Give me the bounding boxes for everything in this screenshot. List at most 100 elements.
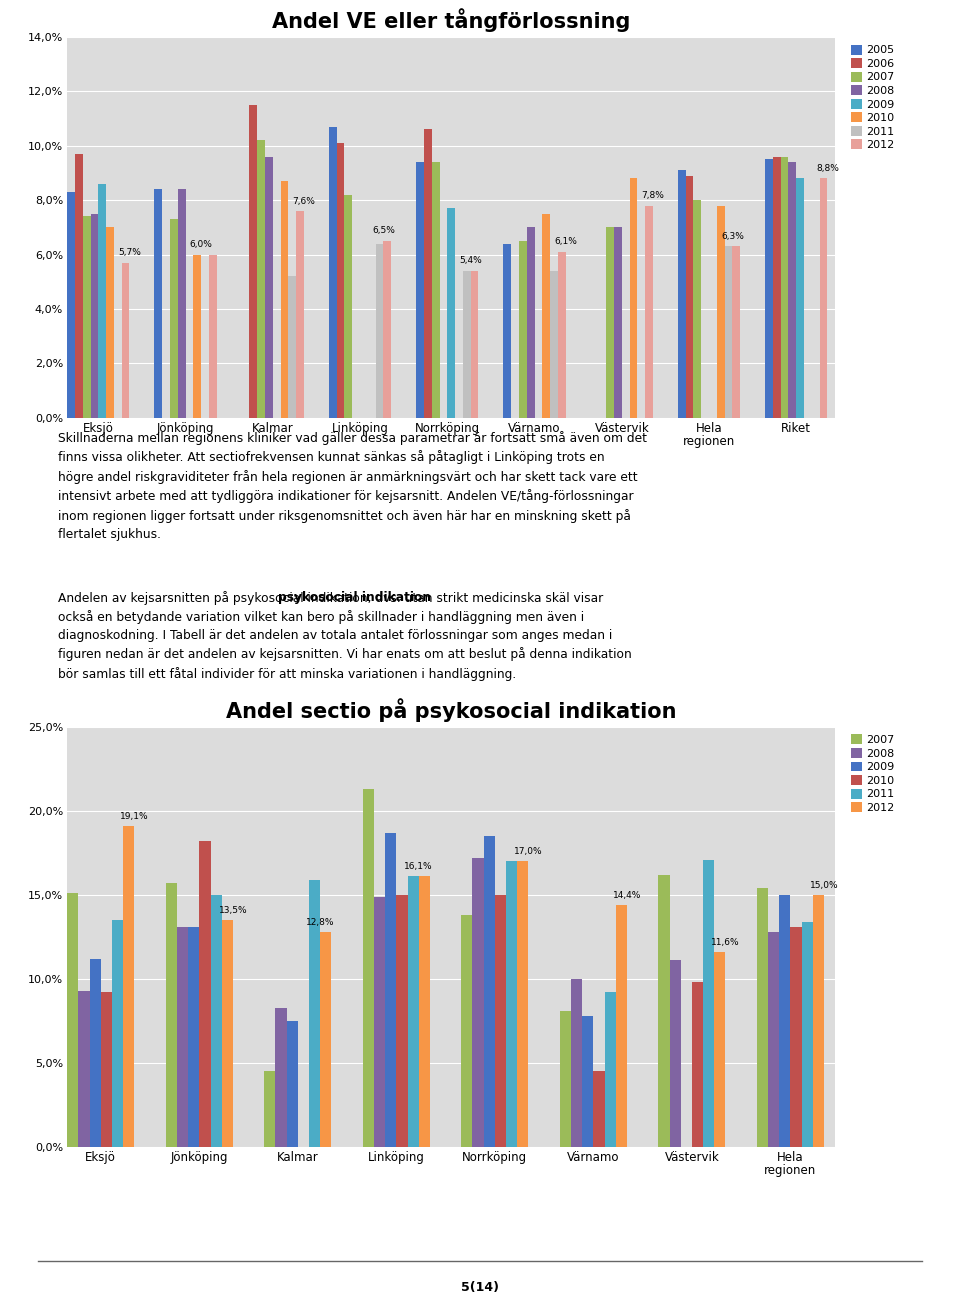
Bar <box>83 217 90 418</box>
Text: 7,6%: 7,6% <box>293 197 316 205</box>
Bar <box>630 179 637 418</box>
Bar <box>732 247 740 418</box>
Bar <box>614 227 622 418</box>
Text: psykosocial indikation: psykosocial indikation <box>277 590 431 603</box>
Bar <box>645 205 653 418</box>
Bar <box>309 879 321 1147</box>
Bar <box>337 143 345 418</box>
Bar <box>222 920 233 1147</box>
Bar <box>177 926 188 1147</box>
Bar <box>593 1071 605 1147</box>
Bar <box>98 184 107 418</box>
Text: 6,1%: 6,1% <box>554 238 577 247</box>
Bar <box>345 194 352 418</box>
Bar <box>75 154 83 418</box>
Bar <box>329 126 337 418</box>
Bar <box>768 932 780 1147</box>
Bar <box>250 105 257 418</box>
Text: 5(14): 5(14) <box>461 1281 499 1294</box>
Title: Andel sectio på psykosocial indikation: Andel sectio på psykosocial indikation <box>226 699 677 723</box>
Bar <box>112 920 123 1147</box>
Bar <box>527 227 535 418</box>
Bar <box>725 247 732 418</box>
Legend: 2007, 2008, 2009, 2010, 2011, 2012: 2007, 2008, 2009, 2010, 2011, 2012 <box>849 732 897 815</box>
Bar <box>519 240 527 418</box>
Bar <box>571 979 582 1147</box>
Bar <box>756 888 768 1147</box>
Bar <box>188 926 200 1147</box>
Bar <box>494 895 506 1147</box>
Bar <box>773 156 780 418</box>
Bar <box>780 895 790 1147</box>
Bar <box>276 1008 287 1147</box>
Bar <box>280 181 288 418</box>
Bar <box>265 156 273 418</box>
Bar <box>424 129 432 418</box>
Bar <box>685 176 693 418</box>
Text: Skillnaderna mellan regionens kliniker vad gäller dessa parametrar är fortsatt s: Skillnaderna mellan regionens kliniker v… <box>58 431 647 541</box>
Bar <box>155 189 162 418</box>
Bar <box>417 162 424 418</box>
Text: 7,8%: 7,8% <box>641 191 664 200</box>
Title: Andel VE eller tångförlossning: Andel VE eller tångförlossning <box>272 9 631 33</box>
Bar <box>506 861 517 1147</box>
Bar <box>297 212 304 418</box>
Text: 13,5%: 13,5% <box>219 907 248 915</box>
Bar <box>693 200 701 418</box>
Bar <box>408 876 419 1147</box>
Bar <box>463 271 470 418</box>
Bar <box>678 171 685 418</box>
Bar <box>560 1010 571 1147</box>
Text: 6,0%: 6,0% <box>190 240 212 250</box>
Text: Andelen av kejsarsnitten på psykosocial indikation, dvs. utan strikt medicinska : Andelen av kejsarsnitten på psykosocial … <box>58 590 632 681</box>
Text: 5,7%: 5,7% <box>118 248 141 258</box>
Bar <box>321 932 331 1147</box>
Text: 14,4%: 14,4% <box>612 891 641 900</box>
Bar <box>669 961 681 1147</box>
Text: 12,8%: 12,8% <box>306 917 334 926</box>
Text: 6,5%: 6,5% <box>372 226 395 235</box>
Bar <box>374 896 385 1147</box>
Text: 8,8%: 8,8% <box>816 164 839 173</box>
Bar <box>419 876 430 1147</box>
Bar <box>89 959 101 1147</box>
Bar <box>67 894 79 1147</box>
Bar <box>796 179 804 418</box>
Bar <box>123 827 134 1147</box>
Text: 11,6%: 11,6% <box>711 938 740 947</box>
Bar <box>363 788 374 1147</box>
Bar <box>383 240 392 418</box>
Text: 17,0%: 17,0% <box>515 848 542 857</box>
Bar <box>606 227 614 418</box>
Bar <box>385 833 396 1147</box>
Bar <box>813 895 824 1147</box>
Bar <box>802 921 813 1147</box>
Bar <box>178 189 185 418</box>
Bar <box>717 205 725 418</box>
Bar <box>90 214 98 418</box>
Bar <box>714 953 726 1147</box>
Bar <box>193 255 202 418</box>
Text: 19,1%: 19,1% <box>120 812 149 821</box>
Bar <box>615 905 627 1147</box>
Bar <box>703 859 714 1147</box>
Bar <box>484 836 494 1147</box>
Bar <box>396 895 408 1147</box>
Bar <box>210 895 222 1147</box>
Bar <box>101 992 112 1147</box>
Bar <box>780 156 788 418</box>
Bar <box>432 162 440 418</box>
Bar <box>550 271 558 418</box>
Bar <box>67 192 75 418</box>
Bar <box>790 926 802 1147</box>
Text: 15,0%: 15,0% <box>809 880 838 890</box>
Bar <box>788 162 796 418</box>
Bar <box>820 179 828 418</box>
Bar <box>288 276 297 418</box>
Bar <box>605 992 615 1147</box>
Bar <box>79 991 89 1147</box>
Bar <box>166 883 177 1147</box>
Bar <box>447 209 455 418</box>
Bar <box>257 141 265 418</box>
Bar <box>470 271 478 418</box>
